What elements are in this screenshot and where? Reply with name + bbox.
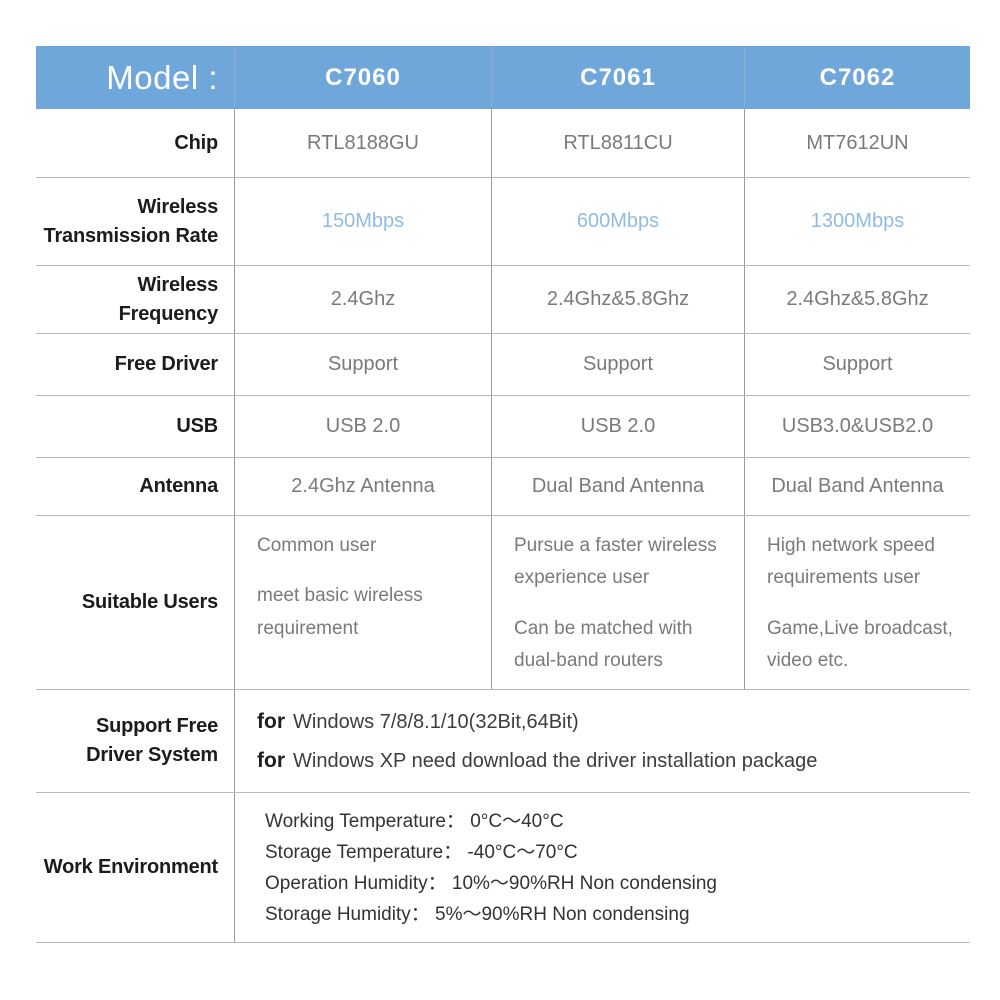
cell-line: Common user	[257, 535, 377, 556]
row-label: Suitable Users	[81, 591, 218, 613]
table-cell: Support	[744, 334, 970, 395]
environment-line: Working Temperature： 0°C～40°C	[265, 810, 564, 832]
row-usb: USB USB 2.0 USB 2.0 USB3.0&USB2.0	[36, 396, 970, 458]
os-support-text: Windows 7/8/8.1/10(32Bit,64Bit)	[293, 710, 579, 733]
table-cell: Support	[491, 334, 744, 395]
row-label: Antenna	[139, 475, 218, 497]
table-cell: Pursue a faster wireless experience user…	[491, 516, 744, 689]
model-column-c7060: C7060	[234, 46, 491, 109]
spec-comparison-table: Model : C7060 C7061 C7062 Chip RTL8188GU…	[36, 46, 970, 943]
row-label: Support Free Driver System	[86, 715, 218, 766]
row-work-environment: Work Environment Working Temperature： 0°…	[36, 793, 970, 943]
row-support-free-driver-system: Support Free Driver System for Windows 7/…	[36, 690, 970, 793]
environment-line: Storage Temperature： -40°C～70°C	[265, 841, 578, 863]
table-cell: 1300Mbps	[744, 178, 970, 265]
table-cell: Support	[234, 334, 491, 395]
row-wireless-transmission-rate: Wireless Transmission Rate 150Mbps 600Mb…	[36, 178, 970, 266]
table-cell: 150Mbps	[234, 178, 491, 265]
os-support-text: Windows XP need download the driver inst…	[293, 749, 818, 772]
table-cell: USB 2.0	[234, 396, 491, 457]
row-label: Free Driver	[114, 353, 219, 375]
environment-line: Operation Humidity： 10%～90%RH Non conden…	[265, 872, 718, 894]
row-label: Wireless Frequency	[118, 273, 219, 325]
model-header-label: Model :	[36, 46, 234, 109]
row-label: Chip	[174, 131, 218, 154]
row-wireless-frequency: Wireless Frequency 2.4Ghz 2.4Ghz&5.8Ghz …	[36, 266, 970, 334]
table-cell: High network speed requirements user Gam…	[744, 516, 970, 689]
cell-line: meet basic wireless requirement	[257, 585, 423, 639]
cell-line: High network speed requirements user	[767, 535, 935, 589]
table-cell-merged: Working Temperature： 0°C～40°C Storage Te…	[234, 793, 970, 942]
for-prefix: for	[257, 709, 285, 733]
table-cell: RTL8811CU	[491, 109, 744, 177]
table-cell: 2.4Ghz Antenna	[234, 458, 491, 515]
model-header-row: Model : C7060 C7061 C7062	[36, 46, 970, 109]
cell-line: Can be matched with dual-band routers	[514, 617, 693, 671]
table-cell: USB3.0&USB2.0	[744, 396, 970, 457]
table-cell-merged: for Windows 7/8/8.1/10(32Bit,64Bit) for Wi…	[234, 690, 970, 792]
table-cell: Dual Band Antenna	[744, 458, 970, 515]
model-column-c7062: C7062	[744, 46, 970, 109]
table-cell: Dual Band Antenna	[491, 458, 744, 515]
row-label: Work Environment	[43, 856, 218, 878]
table-cell: RTL8188GU	[234, 109, 491, 177]
row-antenna: Antenna 2.4Ghz Antenna Dual Band Antenna…	[36, 458, 970, 516]
for-prefix: for	[257, 748, 285, 772]
table-cell: 2.4Ghz&5.8Ghz	[491, 266, 744, 333]
row-chip: Chip RTL8188GU RTL8811CU MT7612UN	[36, 109, 970, 178]
row-label: USB	[176, 415, 218, 437]
environment-line: Storage Humidity： 5%～90%RH Non condensin…	[265, 903, 690, 925]
row-label: Wireless Transmission Rate	[43, 195, 219, 247]
model-column-c7061: C7061	[491, 46, 744, 109]
table-cell: USB 2.0	[491, 396, 744, 457]
table-cell: Common user meet basic wireless requirem…	[234, 516, 491, 689]
table-cell: 600Mbps	[491, 178, 744, 265]
cell-line: Game,Live broadcast, video etc.	[767, 617, 953, 671]
os-support-line: for Windows XP need download the driver i…	[257, 749, 817, 773]
cell-line: Pursue a faster wireless experience user	[514, 535, 717, 589]
table-cell: 2.4Ghz&5.8Ghz	[744, 266, 970, 333]
os-support-line: for Windows 7/8/8.1/10(32Bit,64Bit)	[257, 710, 579, 734]
table-cell: MT7612UN	[744, 109, 970, 177]
row-suitable-users: Suitable Users Common user meet basic wi…	[36, 516, 970, 690]
row-free-driver: Free Driver Support Support Support	[36, 334, 970, 396]
table-cell: 2.4Ghz	[234, 266, 491, 333]
